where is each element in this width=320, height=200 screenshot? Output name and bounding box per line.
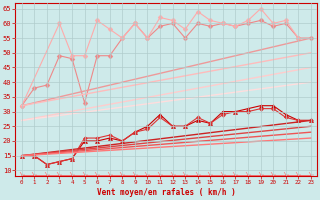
X-axis label: Vent moyen/en rafales ( km/h ): Vent moyen/en rafales ( km/h ) [97,188,236,197]
